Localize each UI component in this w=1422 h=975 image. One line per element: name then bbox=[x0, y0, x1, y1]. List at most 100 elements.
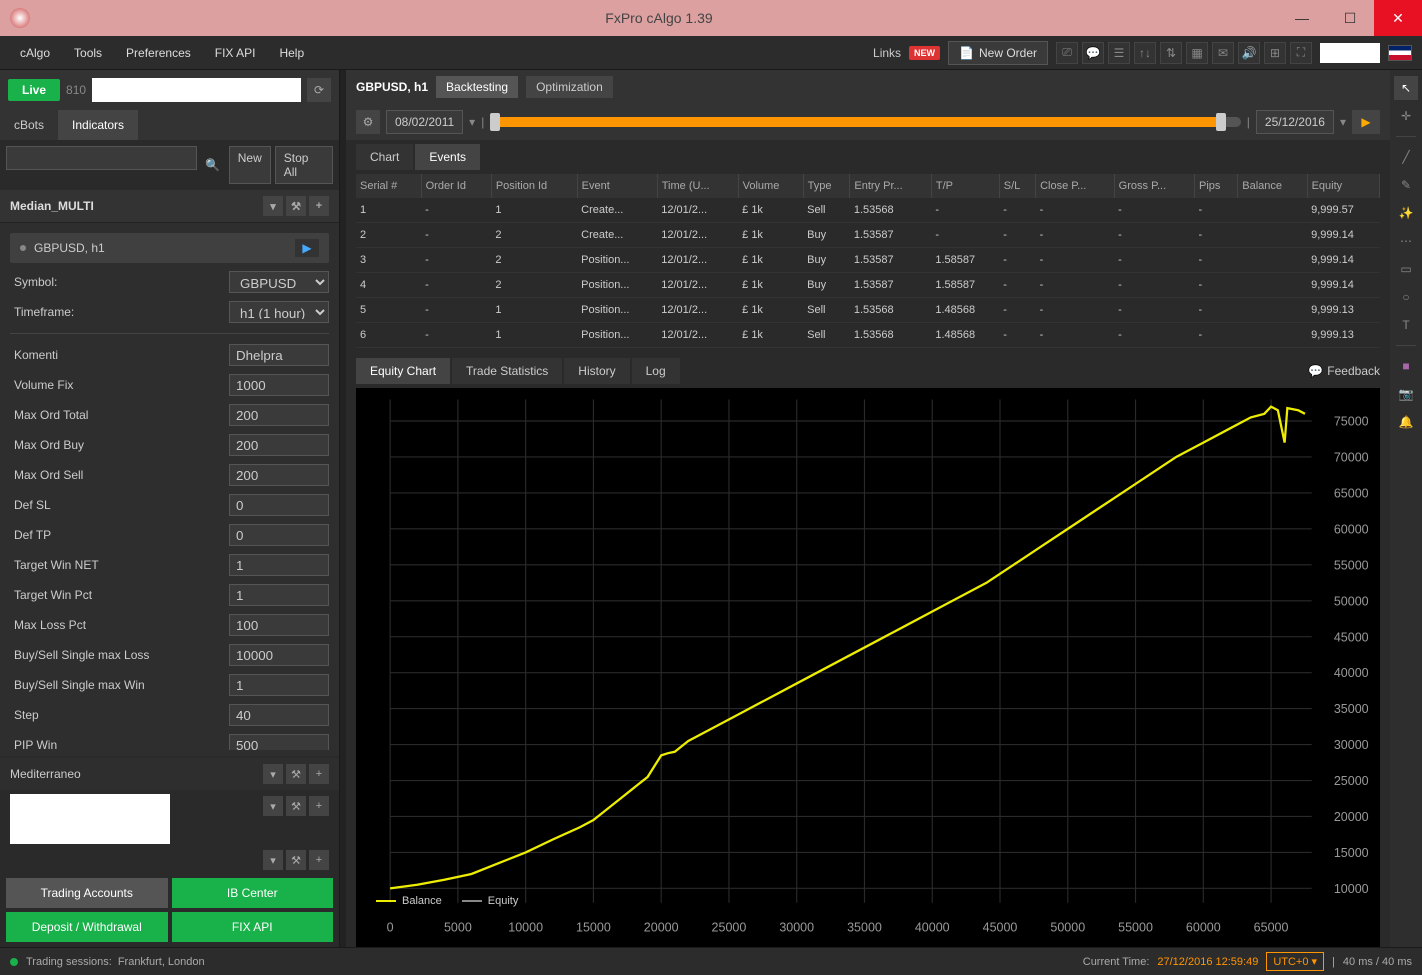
run-button[interactable]: ▶ bbox=[1352, 110, 1380, 134]
tool-icon-10[interactable]: ⛶ bbox=[1290, 42, 1312, 64]
tool-icon-7[interactable]: ✉ bbox=[1212, 42, 1234, 64]
column-header[interactable]: Volume bbox=[738, 174, 803, 198]
trading-accounts-button[interactable]: Trading Accounts bbox=[6, 878, 168, 908]
square-icon[interactable]: ■ bbox=[1394, 354, 1418, 378]
add-icon[interactable]: + bbox=[309, 850, 329, 870]
text-icon[interactable]: T bbox=[1394, 313, 1418, 337]
param-input[interactable] bbox=[229, 734, 329, 750]
column-header[interactable]: Type bbox=[803, 174, 850, 198]
live-button[interactable]: Live bbox=[8, 79, 60, 101]
minimize-button[interactable]: — bbox=[1278, 0, 1326, 36]
param-input[interactable] bbox=[229, 704, 329, 726]
cursor-icon[interactable]: ↖ bbox=[1394, 76, 1418, 100]
tool-icon-1[interactable]: ⎚ bbox=[1056, 42, 1078, 64]
param-input[interactable] bbox=[229, 554, 329, 576]
column-header[interactable]: Balance bbox=[1238, 174, 1307, 198]
add-icon[interactable]: + bbox=[309, 764, 329, 784]
column-header[interactable]: Pips bbox=[1195, 174, 1238, 198]
menu-calgo[interactable]: cAlgo bbox=[10, 40, 60, 66]
column-header[interactable]: Event bbox=[577, 174, 657, 198]
pencil-icon[interactable]: ✎ bbox=[1394, 173, 1418, 197]
param-input[interactable] bbox=[229, 344, 329, 366]
camera-icon[interactable]: 📷 bbox=[1394, 382, 1418, 406]
tool-icon-3[interactable]: ☰ bbox=[1108, 42, 1130, 64]
menu-help[interactable]: Help bbox=[269, 40, 314, 66]
search-icon[interactable]: 🔍 bbox=[201, 146, 225, 184]
search-box[interactable] bbox=[1320, 43, 1380, 63]
param-input[interactable] bbox=[229, 674, 329, 696]
stop-all-button[interactable]: Stop All bbox=[275, 146, 333, 184]
search-input[interactable] bbox=[6, 146, 197, 170]
param-input[interactable] bbox=[229, 584, 329, 606]
fix-api-button[interactable]: FIX API bbox=[172, 912, 334, 942]
date-to[interactable]: 25/12/2016 bbox=[1256, 110, 1334, 134]
subtab-chart[interactable]: Chart bbox=[356, 144, 413, 170]
table-row[interactable]: 3-2Position...12/01/2...£ 1kBuy1.535871.… bbox=[356, 248, 1380, 273]
flag-icon[interactable] bbox=[1388, 45, 1412, 61]
column-header[interactable]: Position Id bbox=[491, 174, 577, 198]
bot-mediterraneo[interactable]: Mediterraneo ▾ ⚒ + bbox=[0, 758, 339, 790]
circle-icon[interactable]: ○ bbox=[1394, 285, 1418, 309]
tab-trade-stats[interactable]: Trade Statistics bbox=[452, 358, 562, 384]
param-input[interactable] bbox=[229, 614, 329, 636]
rect-icon[interactable]: ▭ bbox=[1394, 257, 1418, 281]
param-input[interactable] bbox=[229, 374, 329, 396]
tool-icon-6[interactable]: ▦ bbox=[1186, 42, 1208, 64]
dropdown-icon[interactable]: ▾ bbox=[263, 796, 283, 816]
crosshair-icon[interactable]: ✛ bbox=[1394, 104, 1418, 128]
deposit-button[interactable]: Deposit / Withdrawal bbox=[6, 912, 168, 942]
table-row[interactable]: 4-2Position...12/01/2...£ 1kBuy1.535871.… bbox=[356, 273, 1380, 298]
tool-icon-4[interactable]: ↑↓ bbox=[1134, 42, 1156, 64]
tab-equity-chart[interactable]: Equity Chart bbox=[356, 358, 450, 384]
tab-indicators[interactable]: Indicators bbox=[58, 110, 138, 140]
dropdown-icon[interactable]: ▾ bbox=[263, 196, 283, 216]
dropdown-icon[interactable]: ▾ bbox=[263, 850, 283, 870]
tool-icon-9[interactable]: ⊞ bbox=[1264, 42, 1286, 64]
column-header[interactable]: Gross P... bbox=[1114, 174, 1194, 198]
param-input[interactable] bbox=[229, 464, 329, 486]
column-header[interactable]: Time (U... bbox=[657, 174, 738, 198]
table-row[interactable]: 1-1Create...12/01/2...£ 1kSell1.53568---… bbox=[356, 198, 1380, 223]
links-label[interactable]: Links bbox=[873, 46, 901, 60]
column-header[interactable]: Entry Pr... bbox=[850, 174, 931, 198]
param-input[interactable] bbox=[229, 494, 329, 516]
close-button[interactable]: ✕ bbox=[1374, 0, 1422, 36]
menu-fixapi[interactable]: FIX API bbox=[205, 40, 266, 66]
feedback-button[interactable]: 💬 Feedback bbox=[1308, 364, 1380, 378]
symbol-select[interactable]: GBPUSD bbox=[229, 271, 329, 293]
timeframe-select[interactable]: h1 (1 hour) bbox=[229, 301, 329, 323]
column-header[interactable]: Equity bbox=[1307, 174, 1379, 198]
dots-icon[interactable]: ⋯ bbox=[1394, 229, 1418, 253]
tab-optimization[interactable]: Optimization bbox=[526, 76, 613, 98]
column-header[interactable]: S/L bbox=[999, 174, 1035, 198]
build-icon[interactable]: ⚒ bbox=[286, 796, 306, 816]
ib-center-button[interactable]: IB Center bbox=[172, 878, 334, 908]
tab-cbots[interactable]: cBots bbox=[0, 110, 58, 140]
utc-selector[interactable]: UTC+0 ▾ bbox=[1266, 952, 1324, 971]
column-header[interactable]: T/P bbox=[931, 174, 999, 198]
add-icon[interactable]: + bbox=[309, 196, 329, 216]
play-button[interactable]: ▶ bbox=[295, 239, 319, 257]
maximize-button[interactable]: ☐ bbox=[1326, 0, 1374, 36]
date-slider[interactable] bbox=[490, 117, 1240, 127]
tab-log[interactable]: Log bbox=[632, 358, 680, 384]
column-header[interactable]: Order Id bbox=[421, 174, 491, 198]
param-input[interactable] bbox=[229, 434, 329, 456]
new-button[interactable]: New bbox=[229, 146, 271, 184]
tool-icon-2[interactable]: 💬 bbox=[1082, 42, 1104, 64]
gear-icon[interactable]: ⚙ bbox=[356, 110, 380, 134]
bot-header[interactable]: Median_MULTI ▾ ⚒ + bbox=[0, 190, 339, 223]
menu-tools[interactable]: Tools bbox=[64, 40, 112, 66]
date-from[interactable]: 08/02/2011 bbox=[386, 110, 463, 134]
tab-backtesting[interactable]: Backtesting bbox=[436, 76, 518, 98]
build-icon[interactable]: ⚒ bbox=[286, 850, 306, 870]
refresh-button[interactable]: ⟳ bbox=[307, 78, 331, 102]
bell-icon[interactable]: 🔔 bbox=[1394, 410, 1418, 434]
subtab-events[interactable]: Events bbox=[415, 144, 480, 170]
chevron-down-icon[interactable]: ▾ bbox=[469, 115, 475, 129]
column-header[interactable]: Serial # bbox=[356, 174, 421, 198]
build-icon[interactable]: ⚒ bbox=[286, 764, 306, 784]
chevron-down-icon[interactable]: ▾ bbox=[1340, 115, 1346, 129]
table-row[interactable]: 2-2Create...12/01/2...£ 1kBuy1.53587----… bbox=[356, 223, 1380, 248]
instance-row[interactable]: GBPUSD, h1 ▶ bbox=[10, 233, 329, 263]
